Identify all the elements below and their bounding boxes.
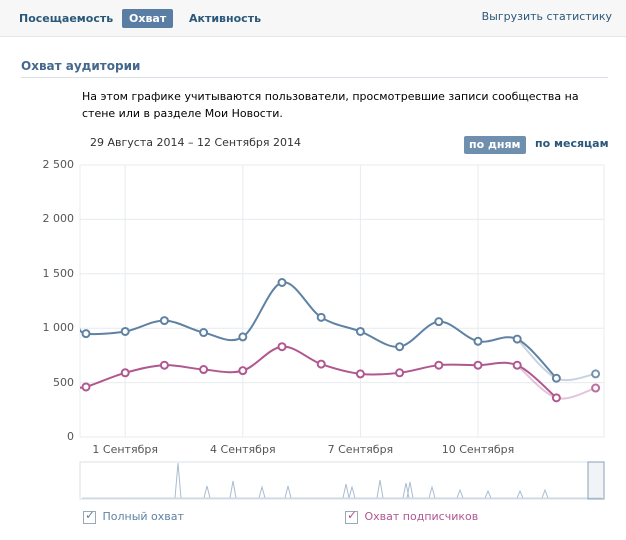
data-point [434,317,444,327]
series-1 [80,342,601,403]
data-point [551,393,561,403]
chart-series [80,278,601,403]
legend-label-full-reach: Полный охват [102,510,184,523]
series-0 [80,278,601,383]
data-point [355,369,365,379]
y-tick-label: 1 000 [42,321,75,335]
data-point [316,312,326,322]
data-point [199,365,209,375]
legend-label-subscribers-reach: Охват подписчиков [364,510,479,523]
tab-visits[interactable]: Посещаемость [19,12,114,25]
data-point [512,360,522,370]
checkbox-full-reach[interactable]: ✓ [83,507,96,524]
data-point [395,342,405,352]
plot-area [79,164,605,438]
chart-description: На этом графике учитываются пользователи… [82,90,579,120]
by-months-button[interactable]: по месяцам [535,137,609,150]
tab-reach[interactable]: Охват [122,9,174,28]
data-point [159,360,169,370]
chart-grid [79,164,605,438]
data-point [120,368,130,378]
data-point [238,366,248,376]
overview-sparkline [82,462,602,499]
data-point [512,334,522,344]
legend-full-reach[interactable]: ✓ Полный охват [83,507,184,524]
y-tick-label: 500 [53,375,74,389]
chart-overview-navigator [79,461,605,500]
data-point [434,360,444,370]
data-point [277,278,287,288]
data-point [355,326,365,336]
date-range: 29 Августа 2014 – 12 Сентября 2014 [90,136,302,149]
overview-selection-handle [587,461,605,500]
by-days-button[interactable]: по дням [464,136,526,154]
section-title: Охват аудитории [21,59,141,73]
section-divider [21,77,608,78]
data-point [591,369,601,379]
data-point [591,383,601,393]
checkbox-subscribers-reach[interactable]: ✓ [345,507,358,524]
x-tick-label: 4 Сентября [210,443,276,456]
y-tick-label: 2 500 [42,158,75,171]
data-point [238,332,248,342]
data-point [81,329,91,339]
data-point [473,336,483,346]
y-tick-label: 2 000 [42,212,75,226]
tab-activity[interactable]: Активность [189,12,262,25]
data-point [316,359,326,369]
data-point [120,326,130,336]
data-point [199,328,209,338]
data-point [395,368,405,378]
data-point [81,382,91,392]
x-tick-label: 10 Сентября [442,443,515,456]
data-point [473,360,483,370]
x-axis-labels: 1 Сентября 4 Сентября 7 Сентября 10 Сентябр… [92,443,514,456]
x-tick-label: 1 Сентября [92,443,158,456]
stats-tabs-bar: Посещаемость Охват Активность Выгрузить … [0,0,626,37]
data-point [551,373,561,383]
y-tick-label: 0 [67,430,74,443]
data-point [277,342,287,352]
export-stats-link[interactable]: Выгрузить статистику [481,10,612,23]
y-tick-label: 1 500 [42,266,75,280]
legend-subscribers-reach[interactable]: ✓ Охват подписчиков [345,507,479,524]
overview-frame [79,461,605,500]
data-point [159,316,169,326]
x-tick-label: 7 Сентября [328,443,394,456]
